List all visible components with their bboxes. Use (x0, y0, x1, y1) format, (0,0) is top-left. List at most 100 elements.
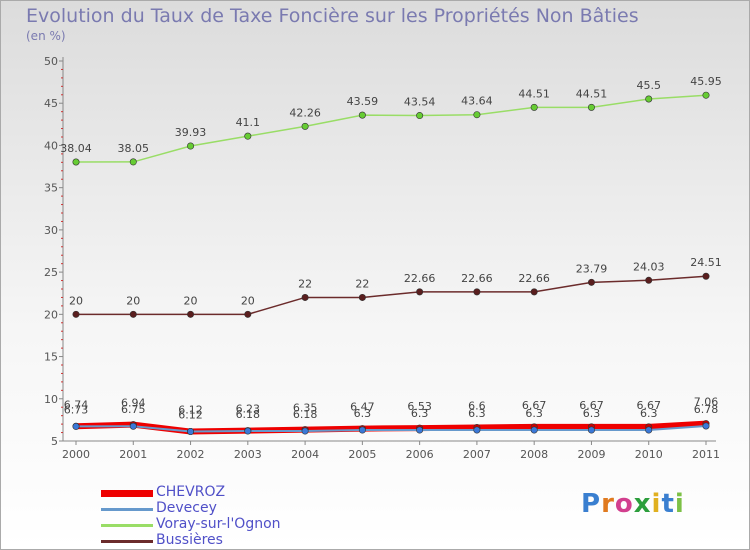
data-label-devecey: 6.18 (293, 408, 318, 421)
data-label-voray-sur-l-ognon: 43.64 (461, 95, 493, 108)
y-tick-label: 15 (44, 351, 58, 364)
x-tick-label: 2000 (62, 448, 90, 461)
data-point-bussi-res (645, 276, 653, 284)
data-label-chevroz: 6.67 (522, 399, 547, 412)
data-label-bussi-res: 20 (241, 294, 255, 307)
data-point-bussi-res (473, 288, 481, 296)
data-label-bussi-res: 22 (298, 277, 312, 290)
data-point-bussi-res (129, 310, 137, 318)
data-point-devecey (244, 427, 252, 435)
data-label-voray-sur-l-ognon: 42.26 (289, 106, 321, 119)
data-point-devecey (416, 426, 424, 434)
data-label-devecey: 6.75 (121, 403, 146, 416)
data-point-voray-sur-l-ognon (187, 142, 195, 150)
data-label-chevroz: 6.67 (579, 399, 604, 412)
data-point-bussi-res (530, 288, 538, 296)
data-point-bussi-res (587, 278, 595, 286)
logo-letter: i (651, 489, 662, 519)
x-tick-label: 2003 (234, 448, 262, 461)
data-label-devecey: 6.3 (525, 407, 543, 420)
data-label-chevroz: 6.23 (236, 403, 261, 416)
data-label-voray-sur-l-ognon: 38.05 (118, 142, 150, 155)
data-label-bussi-res: 22.66 (404, 272, 436, 285)
y-tick-label: 20 (44, 308, 58, 321)
data-label-bussi-res: 20 (126, 294, 140, 307)
data-point-voray-sur-l-ognon (72, 158, 80, 166)
data-point-devecey (301, 427, 309, 435)
data-label-devecey: 6.73 (64, 403, 89, 416)
proxiti-logo: Proxiti (581, 489, 685, 519)
y-tick-label: 45 (44, 97, 58, 110)
chart-unit-label: (en %) (26, 29, 66, 43)
series-line-bussi-res (76, 275, 707, 316)
logo-letter: t (661, 489, 675, 519)
data-point-bussi-res (702, 272, 710, 280)
x-tick-label: 2008 (520, 448, 548, 461)
data-point-devecey (129, 422, 137, 430)
data-label-voray-sur-l-ognon: 39.93 (175, 126, 207, 139)
x-tick-label: 2007 (463, 448, 491, 461)
logo-letter: x (633, 489, 652, 519)
data-label-devecey: 6.78 (694, 403, 719, 416)
data-point-devecey (530, 426, 538, 434)
x-tick-label: 2002 (177, 448, 205, 461)
y-tick-label: 25 (44, 266, 58, 279)
data-point-voray-sur-l-ognon (358, 111, 366, 119)
data-point-bussi-res (416, 288, 424, 296)
data-point-voray-sur-l-ognon (301, 122, 309, 130)
data-label-bussi-res: 22 (355, 277, 369, 290)
data-point-voray-sur-l-ognon (129, 158, 137, 166)
data-label-chevroz: 6.6 (468, 399, 486, 412)
data-point-devecey (473, 426, 481, 434)
data-point-voray-sur-l-ognon (530, 103, 538, 111)
data-point-bussi-res (187, 310, 195, 318)
data-label-chevroz: 6.74 (64, 398, 89, 411)
x-tick-label: 2010 (635, 448, 663, 461)
data-label-chevroz: 7.06 (694, 396, 719, 409)
legend-swatch (101, 524, 153, 527)
data-point-voray-sur-l-ognon (473, 111, 481, 119)
y-tick-label: 10 (44, 393, 58, 406)
data-label-voray-sur-l-ognon: 44.51 (518, 87, 550, 100)
data-label-chevroz: 6.12 (178, 404, 203, 417)
data-label-devecey: 6.3 (640, 407, 658, 420)
logo-letter: r (601, 489, 615, 519)
series-line-voray-sur-l-ognon (75, 94, 707, 163)
data-label-devecey: 6.3 (411, 407, 429, 420)
legend-swatch (101, 508, 153, 511)
y-tick-label: 40 (44, 139, 58, 152)
data-label-bussi-res: 22.66 (518, 272, 550, 285)
data-label-bussi-res: 23.79 (576, 262, 608, 275)
data-label-devecey: 6.3 (583, 407, 601, 420)
data-label-bussi-res: 24.03 (633, 260, 665, 273)
data-label-bussi-res: 24.51 (690, 256, 722, 269)
data-label-chevroz: 6.53 (407, 400, 432, 413)
chart-title: Evolution du Taux de Taxe Foncière sur l… (26, 5, 639, 27)
data-point-devecey (702, 422, 710, 430)
data-point-bussi-res (301, 293, 309, 301)
legend-label: Bussières (156, 532, 223, 548)
logo-letter: o (614, 489, 634, 519)
data-label-bussi-res: 20 (184, 294, 198, 307)
legend-label: Devecey (156, 500, 217, 516)
x-tick-label: 2005 (348, 448, 376, 461)
data-point-voray-sur-l-ognon (702, 91, 710, 99)
logo-letter: P (581, 489, 602, 519)
data-label-voray-sur-l-ognon: 45.95 (690, 75, 722, 88)
data-point-devecey (358, 426, 366, 434)
data-label-voray-sur-l-ognon: 45.5 (636, 79, 661, 92)
data-label-chevroz: 6.94 (121, 397, 146, 410)
data-label-chevroz: 6.47 (350, 401, 375, 414)
y-tick-label: 50 (44, 55, 58, 68)
data-point-voray-sur-l-ognon (416, 112, 424, 120)
data-point-voray-sur-l-ognon (587, 103, 595, 111)
data-label-voray-sur-l-ognon: 43.54 (404, 96, 436, 109)
data-label-devecey: 6.12 (178, 409, 203, 422)
data-point-devecey (645, 426, 653, 434)
x-tick-label: 2009 (577, 448, 605, 461)
legend-label: Voray-sur-l'Ognon (156, 516, 281, 532)
y-tick-label: 35 (44, 182, 58, 195)
x-tick-label: 2011 (692, 448, 720, 461)
data-label-devecey: 6.3 (354, 407, 372, 420)
